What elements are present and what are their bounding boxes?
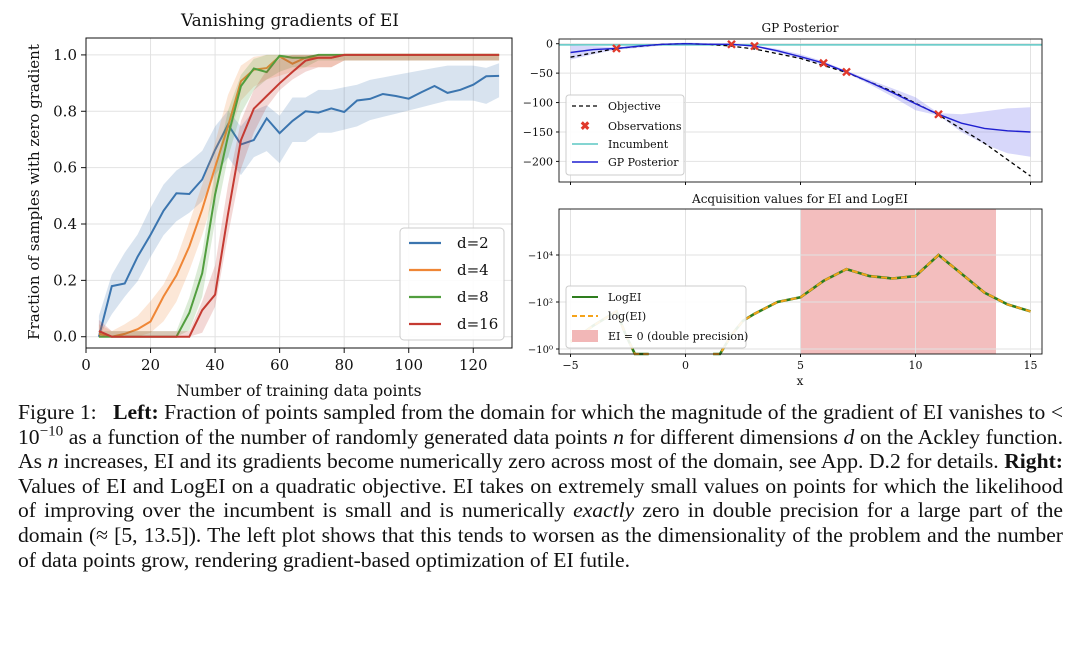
left-xtick-label: 60 <box>270 356 289 374</box>
caption-left-text-4: on the Ackley function. As <box>18 424 1064 474</box>
gp-legend-box <box>565 94 685 176</box>
left-ytick-label: 0.2 <box>53 271 77 289</box>
caption-right-text-1: Values of EI and LogEI on a quadratic ob… <box>18 473 1063 523</box>
legend-label-d16: d=16 <box>457 315 498 333</box>
left-chart-series <box>97 53 500 338</box>
acq-ytick-label: −10⁴ <box>528 251 553 262</box>
caption-right-text-2: zero in double precision for a large par… <box>18 498 1063 572</box>
caption-left-d: d <box>843 424 855 449</box>
left-chart-ticks: 0 20 40 60 80 100 120 0.0 0.2 0.4 0.6 0.8 1.0 <box>53 46 487 374</box>
gp-chart-title: GP Posterior <box>762 21 839 35</box>
gp-posterior-chart: GP Posterior 0 −50 −100 −150 −200 Objective … <box>523 21 1043 185</box>
left-xtick-label: 40 <box>206 356 225 374</box>
legend-label-observations: Observations <box>608 120 682 133</box>
acq-chart-frame <box>558 208 1043 355</box>
figure: Vanishing gradients of EI Fraction of sa… <box>25 11 1043 400</box>
gp-ytick-label: −50 <box>530 67 553 80</box>
gp-chart-legend: Objective ✖ Observations Incumbent GP Po… <box>565 94 685 176</box>
caption-left-n: n <box>613 424 624 449</box>
left-chart-title: Vanishing gradients of EI <box>180 11 399 31</box>
caption-left-label: Left: <box>113 400 159 424</box>
observation-marker-stroke <box>842 67 851 77</box>
observation-marker-stroke <box>727 39 736 49</box>
legend-patch-ei-zero <box>572 330 598 342</box>
left-ytick-label: 1.0 <box>53 46 77 64</box>
observation-marker <box>819 58 828 68</box>
legend-label-d2: d=2 <box>457 234 489 252</box>
acq-chart-ticks: −5 0 5 10 15 −10⁰ −10² −10⁴ <box>528 251 1038 372</box>
left-ytick-label: 0.4 <box>53 215 77 233</box>
caption-left-text-3: for different dimensions <box>623 424 844 449</box>
left-chart-ylabel: Fraction of samples with zero gradient <box>25 44 43 340</box>
left-ytick-label: 0.0 <box>53 328 77 346</box>
left-ytick-label: 0.6 <box>53 159 77 177</box>
series-line-d2 <box>97 74 500 337</box>
legend-label-d8: d=8 <box>457 288 489 306</box>
observation-marker <box>727 39 736 49</box>
gp-ytick-label: −100 <box>523 97 553 110</box>
left-xtick-label: 120 <box>459 356 488 374</box>
caption-left-text-2: as a function of the number of randomly … <box>63 424 608 449</box>
left-chart-xlabel: Number of training data points <box>176 382 421 400</box>
ei-zero-region <box>800 209 996 354</box>
left-ytick-label: 0.8 <box>53 102 77 120</box>
left-chart: Vanishing gradients of EI Fraction of sa… <box>25 11 513 400</box>
observation-marker-stroke <box>612 44 621 53</box>
acq-chart-title: Acquisition values for EI and LogEI <box>691 192 908 206</box>
left-xtick-label: 80 <box>335 356 354 374</box>
caption-left-text-5: increases, EI and its gradients become n… <box>58 449 1005 474</box>
observation-marker <box>750 41 759 51</box>
acq-xtick-label: 5 <box>797 359 804 372</box>
legend-label-log-ei: log(EI) <box>608 310 646 323</box>
gp-chart-ticks: 0 −50 −100 −150 −200 <box>523 38 1031 185</box>
observation-marker-stroke <box>819 58 828 68</box>
gp-ytick-label: −150 <box>523 126 553 139</box>
gp-posterior-line <box>570 42 1031 133</box>
left-xtick-label: 0 <box>81 356 91 374</box>
left-chart-frame <box>85 37 513 349</box>
observation-marker <box>612 44 621 53</box>
acq-chart-xlabel: x <box>797 374 804 388</box>
caption-figure-label: Figure 1: <box>18 400 97 424</box>
acq-legend-box <box>565 285 747 349</box>
gp-chart-series <box>559 39 1042 177</box>
observation-marker-stroke <box>934 109 943 119</box>
ei-zero-region-band <box>800 209 996 354</box>
caption-right-exactly: exactly <box>573 498 635 523</box>
acq-xtick-label: 0 <box>682 359 689 372</box>
observation-marker <box>842 67 851 77</box>
observation-marker-stroke <box>750 41 759 51</box>
caption-left-text-1: Fraction of points sampled from the doma… <box>18 400 1063 449</box>
legend-marker-observations: ✖ <box>580 119 590 133</box>
left-xtick-label: 100 <box>394 356 423 374</box>
legend-label-objective: Objective <box>608 100 661 113</box>
caption-left-n2: n <box>47 449 59 474</box>
legend-label-gp-posterior: GP Posterior <box>608 156 679 169</box>
left-chart-legend: d=2 d=4 d=8 d=16 <box>399 227 505 341</box>
left-legend-box <box>399 227 505 341</box>
acq-xtick-label: 10 <box>909 359 923 372</box>
caption-right-label: Right: <box>1004 449 1063 474</box>
caption-left-exponent: −10 <box>39 423 64 440</box>
left-xtick-label: 20 <box>141 356 160 374</box>
gp-ytick-label: 0 <box>546 38 553 51</box>
gp-ytick-label: −200 <box>523 155 553 168</box>
legend-label-incumbent: Incumbent <box>608 138 669 151</box>
acq-chart-legend: LogEI log(EI) EI = 0 (double precision) <box>565 285 748 349</box>
acq-xtick-label: −5 <box>562 359 578 372</box>
series-band-d8 <box>98 54 500 337</box>
observation-marker <box>934 109 943 119</box>
acq-ytick-label: −10⁰ <box>528 345 553 356</box>
figure-caption: Figure 1: Left: Fraction of points sampl… <box>18 400 1063 572</box>
series-line-d16 <box>98 53 500 338</box>
gp-chart-frame <box>558 38 1043 183</box>
acq-ytick-label: −10² <box>528 298 553 309</box>
legend-label-logei: LogEI <box>608 291 641 304</box>
acquisition-chart: Acquisition values for EI and LogEI x −5… <box>528 192 1043 388</box>
legend-label-ei-zero: EI = 0 (double precision) <box>608 330 748 343</box>
legend-label-d4: d=4 <box>457 261 489 279</box>
acq-xtick-label: 15 <box>1024 359 1038 372</box>
